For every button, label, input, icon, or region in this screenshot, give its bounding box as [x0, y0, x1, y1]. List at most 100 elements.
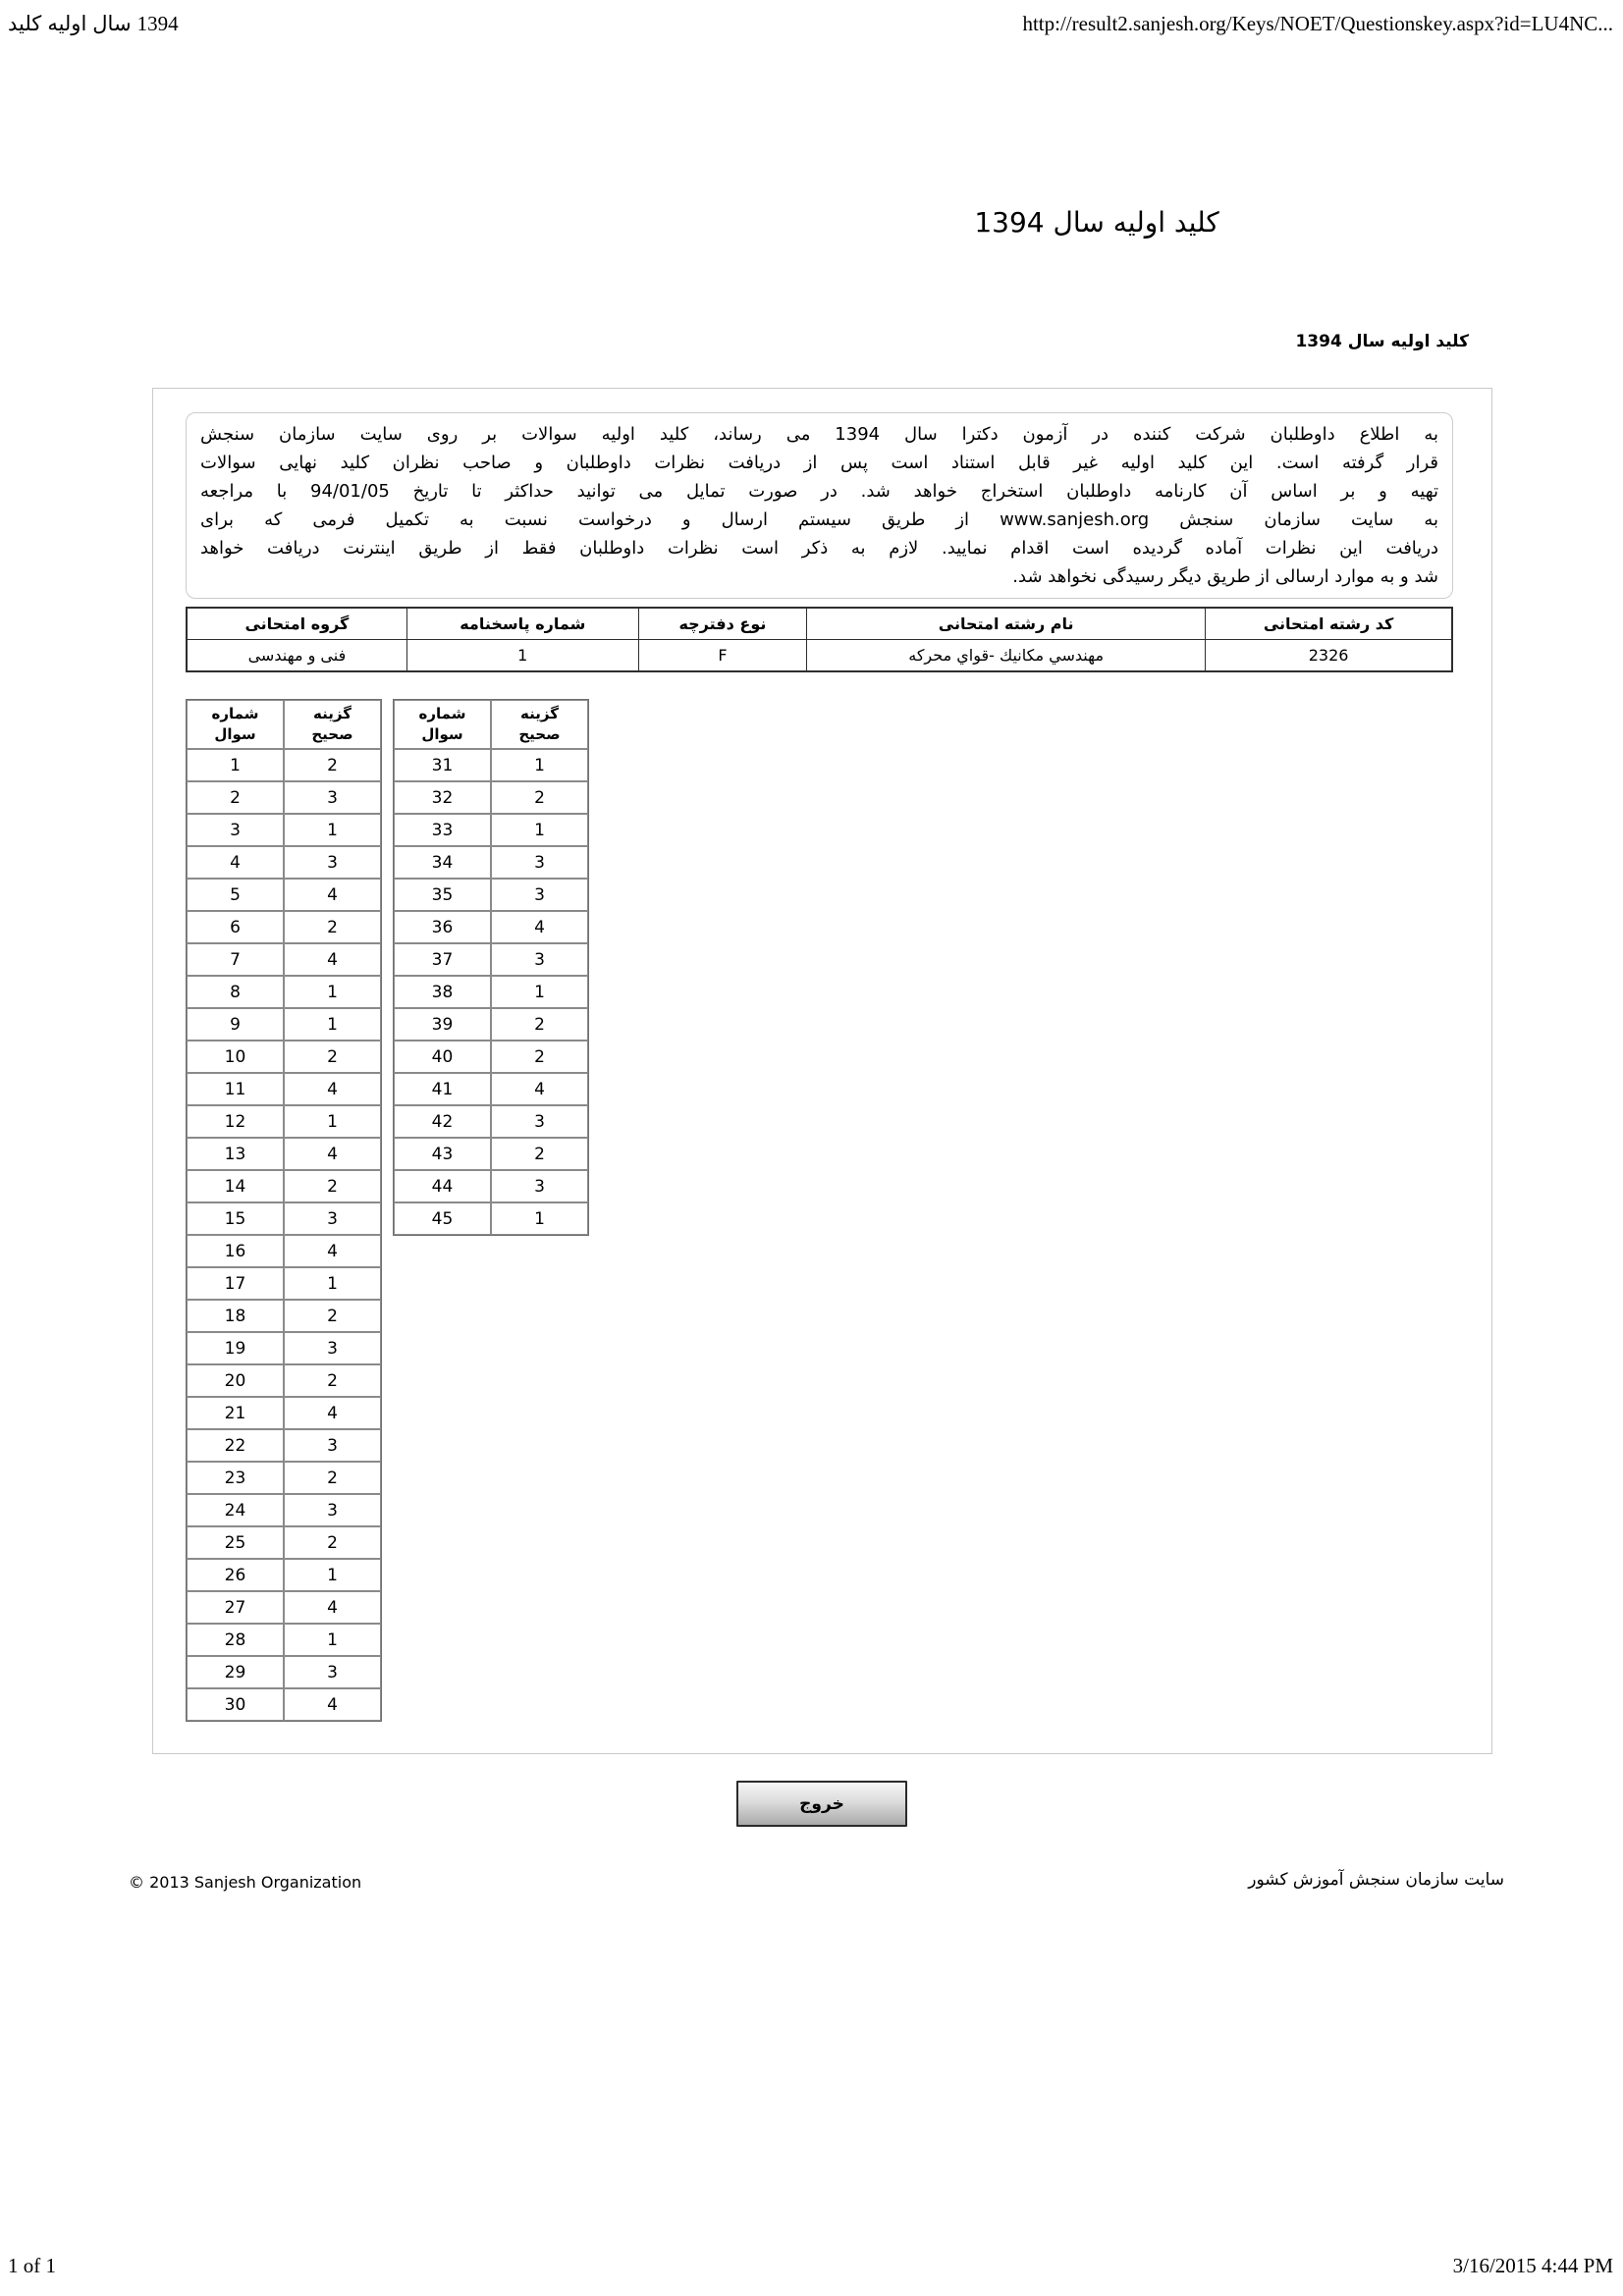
answer-row: 7 4: [187, 943, 381, 976]
answer-row: 8 1: [187, 976, 381, 1008]
question-number-cell: 5: [187, 879, 284, 911]
correct-option-cell: 4: [284, 943, 381, 976]
question-number-cell: 36: [394, 911, 491, 943]
header-line: شماره: [211, 705, 259, 722]
exam-info-header-cell: نوع دفترچه: [637, 607, 808, 640]
answer-row: 36 4: [394, 911, 588, 943]
answer-row: 13 4: [187, 1138, 381, 1170]
header-line: شماره: [418, 705, 466, 722]
question-number-cell: 44: [394, 1170, 491, 1202]
question-number-cell: 1: [187, 749, 284, 781]
question-number-cell: 9: [187, 1008, 284, 1041]
exam-info-value-cell: 2326: [1205, 639, 1453, 672]
question-number-cell: 8: [187, 976, 284, 1008]
answer-row: 42 3: [394, 1105, 588, 1138]
question-number-cell: 27: [187, 1591, 284, 1624]
question-number-cell: 32: [394, 781, 491, 814]
correct-option-cell: 3: [491, 846, 588, 879]
copyright-text: © 2013 Sanjesh Organization: [129, 1873, 362, 1892]
correct-option-cell: 1: [284, 1267, 381, 1300]
correct-option-cell: 3: [284, 1202, 381, 1235]
correct-option-cell: 3: [284, 846, 381, 879]
notice-line: تهیه و بر اساس آن کارنامه داوطلبان استخر…: [200, 481, 1438, 502]
correct-option-cell: 3: [491, 943, 588, 976]
question-number-cell: 30: [187, 1688, 284, 1721]
header-line: صحیح: [311, 725, 353, 743]
answer-row: 27 4: [187, 1591, 381, 1624]
page-title: کلید اولیه سال 1394: [974, 206, 1219, 239]
question-number-header: شماره سوال: [394, 700, 491, 749]
header-line: سوال: [214, 725, 256, 743]
correct-option-cell: 4: [284, 1235, 381, 1267]
correct-option-cell: 2: [491, 1138, 588, 1170]
correct-option-cell: 3: [284, 1494, 381, 1526]
answer-row: 26 1: [187, 1559, 381, 1591]
correct-option-cell: 2: [284, 1170, 381, 1202]
question-number-cell: 21: [187, 1397, 284, 1429]
question-number-cell: 19: [187, 1332, 284, 1364]
question-number-cell: 35: [394, 879, 491, 911]
content-panel: به اطلاع داوطلبان شرکت کننده در آزمون دک…: [152, 388, 1492, 1754]
notice-line: دریافت این نظرات آماده گردیده است اقدام …: [200, 538, 1438, 559]
answer-key-tables: شماره سوال گزینه صحیح 1 2: [186, 699, 589, 1722]
header-line: گزینه: [520, 705, 559, 722]
correct-option-cell: 2: [284, 1041, 381, 1073]
question-number-cell: 11: [187, 1073, 284, 1105]
correct-option-cell: 1: [284, 1624, 381, 1656]
correct-option-cell: 4: [284, 1073, 381, 1105]
answer-row: 32 2: [394, 781, 588, 814]
correct-option-cell: 1: [491, 749, 588, 781]
exam-info-value-cell: مهندسي مكانيك -قواي محركه: [806, 639, 1207, 672]
answer-row: 28 1: [187, 1624, 381, 1656]
header-line: گزینه: [313, 705, 352, 722]
answer-row: 16 4: [187, 1235, 381, 1267]
answer-row: 19 3: [187, 1332, 381, 1364]
correct-option-cell: 4: [284, 1397, 381, 1429]
answer-row: 22 3: [187, 1429, 381, 1462]
header-line: صحیح: [518, 725, 561, 743]
correct-option-cell: 4: [284, 879, 381, 911]
question-number-cell: 15: [187, 1202, 284, 1235]
header-line: سوال: [421, 725, 463, 743]
question-number-cell: 26: [187, 1559, 284, 1591]
correct-option-cell: 4: [284, 1138, 381, 1170]
answer-row: 41 4: [394, 1073, 588, 1105]
exam-info-value-cell: فنی و مهندسی: [186, 639, 407, 672]
correct-option-cell: 4: [491, 1073, 588, 1105]
question-number-cell: 41: [394, 1073, 491, 1105]
question-number-cell: 22: [187, 1429, 284, 1462]
question-number-cell: 13: [187, 1138, 284, 1170]
print-footer-datetime: 3/16/2015 4:44 PM: [1452, 2254, 1613, 2277]
correct-option-cell: 2: [491, 1008, 588, 1041]
print-footer-page-number: 1 of 1: [8, 2254, 56, 2277]
correct-option-cell: 3: [491, 1105, 588, 1138]
answer-row: 40 2: [394, 1041, 588, 1073]
answer-header-row: شماره سوال گزینه صحیح: [187, 700, 381, 749]
question-number-cell: 12: [187, 1105, 284, 1138]
exit-button[interactable]: خروج: [736, 1781, 907, 1827]
print-header-title: کلید اولیه سال 1394: [8, 12, 179, 35]
answer-row: 9 1: [187, 1008, 381, 1041]
correct-option-cell: 1: [491, 1202, 588, 1235]
question-number-cell: 2: [187, 781, 284, 814]
question-number-cell: 45: [394, 1202, 491, 1235]
question-number-cell: 7: [187, 943, 284, 976]
question-number-cell: 10: [187, 1041, 284, 1073]
answer-row: 15 3: [187, 1202, 381, 1235]
answer-row: 2 3: [187, 781, 381, 814]
notice-line: قرار گرفته است. این کلید اولیه غیر قابل …: [200, 453, 1438, 473]
question-number-cell: 34: [394, 846, 491, 879]
correct-option-cell: 4: [284, 1688, 381, 1721]
correct-option-cell: 3: [284, 781, 381, 814]
question-number-cell: 39: [394, 1008, 491, 1041]
question-number-cell: 17: [187, 1267, 284, 1300]
question-number-cell: 4: [187, 846, 284, 879]
correct-option-cell: 1: [284, 814, 381, 846]
answer-row: 23 2: [187, 1462, 381, 1494]
question-number-cell: 3: [187, 814, 284, 846]
correct-option-cell: 2: [284, 1300, 381, 1332]
answer-table-31-45: شماره سوال گزینه صحیح 3 1 1: [393, 699, 589, 1236]
question-number-cell: 37: [394, 943, 491, 976]
answer-row: 17 1: [187, 1267, 381, 1300]
correct-option-cell: 1: [284, 976, 381, 1008]
